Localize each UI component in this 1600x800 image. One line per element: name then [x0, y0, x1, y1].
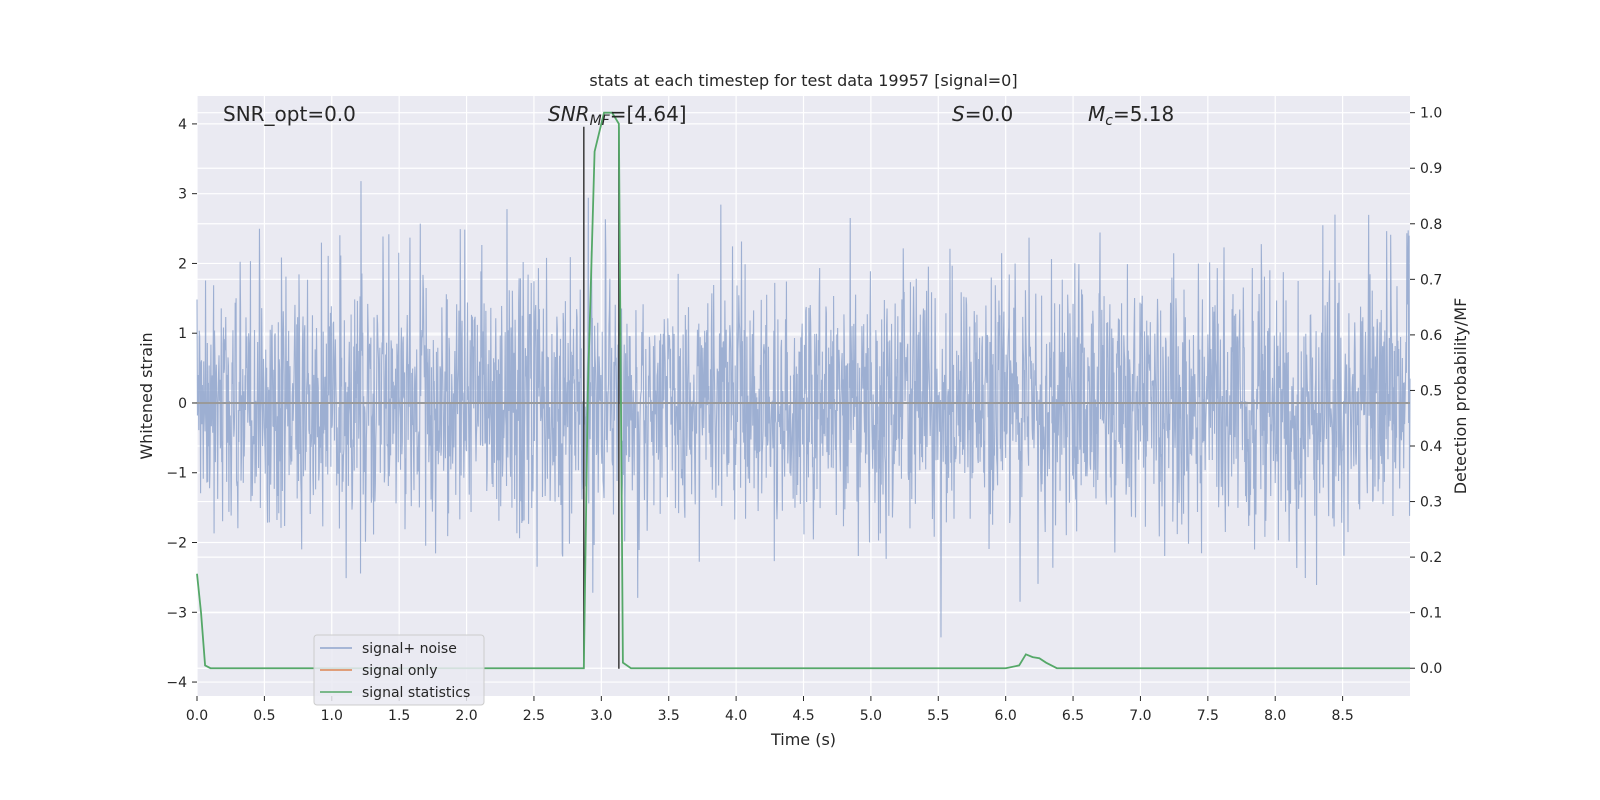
legend-entry-signal-plus-noise: signal+ noise — [362, 641, 457, 657]
y-right-tick-label: 0.2 — [1420, 550, 1442, 566]
y-right-tick-label: 0.6 — [1420, 328, 1442, 344]
annotation-snr-mf: SNRMF=[4.64] — [548, 102, 687, 129]
annotation-mc-symbol: M — [1088, 102, 1105, 126]
x-tick-label: 1.5 — [388, 708, 410, 724]
annotation-snr-mf-symbol: SNR — [548, 102, 590, 126]
legend-entry-signal-statistics: signal statistics — [362, 685, 470, 701]
y-right-tick-label: 1.0 — [1420, 106, 1442, 122]
y-axis-label: Whitened strain — [137, 332, 156, 459]
series-signal-plus-noise — [196, 181, 1411, 638]
y-tick-label: 4 — [178, 117, 187, 133]
legend: signal+ noise signal only signal statist… — [313, 634, 485, 706]
y-tick-label: −2 — [166, 536, 187, 552]
x-tick-label: 3.0 — [590, 708, 612, 724]
x-tick-label: 7.0 — [1129, 708, 1151, 724]
y-right-tick-label: 0.8 — [1420, 217, 1442, 233]
annotation-mc-sub: c — [1105, 113, 1113, 129]
series-signal-statistics-line — [196, 111, 1410, 670]
x-axis-ticks: 0.0 0.5 1.0 1.5 2.0 2.5 3.0 3.5 4.0 4.5 5.0 5.5 6.0 6… — [186, 696, 1354, 724]
y-tick-label: 1 — [178, 326, 187, 342]
annotation-mc: Mc=5.18 — [1088, 102, 1174, 129]
x-tick-label: 6.0 — [995, 708, 1017, 724]
y-tick-label: −4 — [166, 675, 187, 691]
x-tick-label: 5.5 — [927, 708, 949, 724]
x-tick-label: 7.5 — [1197, 708, 1219, 724]
noise-trace — [196, 181, 1411, 638]
y-right-tick-label: 0.7 — [1420, 272, 1442, 288]
y-right-tick-label: 0.5 — [1420, 383, 1442, 399]
annotation-mc-value: =5.18 — [1113, 102, 1174, 126]
y-axis-left-ticks: 4 3 2 1 0 −1 −2 −3 −4 — [166, 117, 197, 691]
x-tick-label: 0.5 — [253, 708, 275, 724]
x-tick-label: 4.5 — [792, 708, 814, 724]
y-axis-right-label: Detection probability/MF — [1451, 298, 1470, 495]
x-tick-label: 8.0 — [1264, 708, 1286, 724]
y-right-tick-label: 0.4 — [1420, 439, 1442, 455]
x-tick-label: 2.5 — [523, 708, 545, 724]
x-tick-label: 0.0 — [186, 708, 208, 724]
annotation-s-value: =0.0 — [965, 102, 1014, 126]
x-tick-label: 3.5 — [658, 708, 680, 724]
y-tick-label: 0 — [178, 396, 187, 412]
legend-entry-signal-only: signal only — [362, 663, 437, 679]
y-tick-label: −3 — [166, 605, 187, 621]
chart-title: stats at each timestep for test data 199… — [589, 71, 1017, 90]
x-tick-label: 4.0 — [725, 708, 747, 724]
annotation-snr-mf-sub: MF — [590, 113, 611, 129]
legend-box — [313, 634, 485, 706]
x-tick-label: 5.0 — [860, 708, 882, 724]
x-tick-label: 8.5 — [1331, 708, 1353, 724]
x-tick-label: 1.0 — [321, 708, 343, 724]
y-tick-label: −1 — [166, 466, 187, 482]
y-tick-label: 2 — [178, 256, 187, 272]
y-tick-label: 3 — [178, 187, 187, 203]
x-tick-label: 2.0 — [455, 708, 477, 724]
y-axis-right-ticks: 1.0 0.9 0.8 0.7 0.6 0.5 0.4 0.3 0.2 0.1 0.0 — [1410, 106, 1442, 677]
x-tick-label: 6.5 — [1062, 708, 1084, 724]
annotation-s-symbol: S — [952, 102, 965, 126]
y-right-tick-label: 0.1 — [1420, 606, 1442, 622]
annotation-snr-opt: SNR_opt=0.0 — [223, 102, 356, 126]
y-right-tick-label: 0.3 — [1420, 495, 1442, 511]
x-axis-label: Time (s) — [770, 730, 836, 749]
y-right-tick-label: 0.9 — [1420, 161, 1442, 177]
annotation-snr-mf-value: =[4.64] — [610, 102, 687, 126]
y-right-tick-label: 0.0 — [1420, 661, 1442, 677]
annotation-s: S=0.0 — [952, 102, 1013, 126]
